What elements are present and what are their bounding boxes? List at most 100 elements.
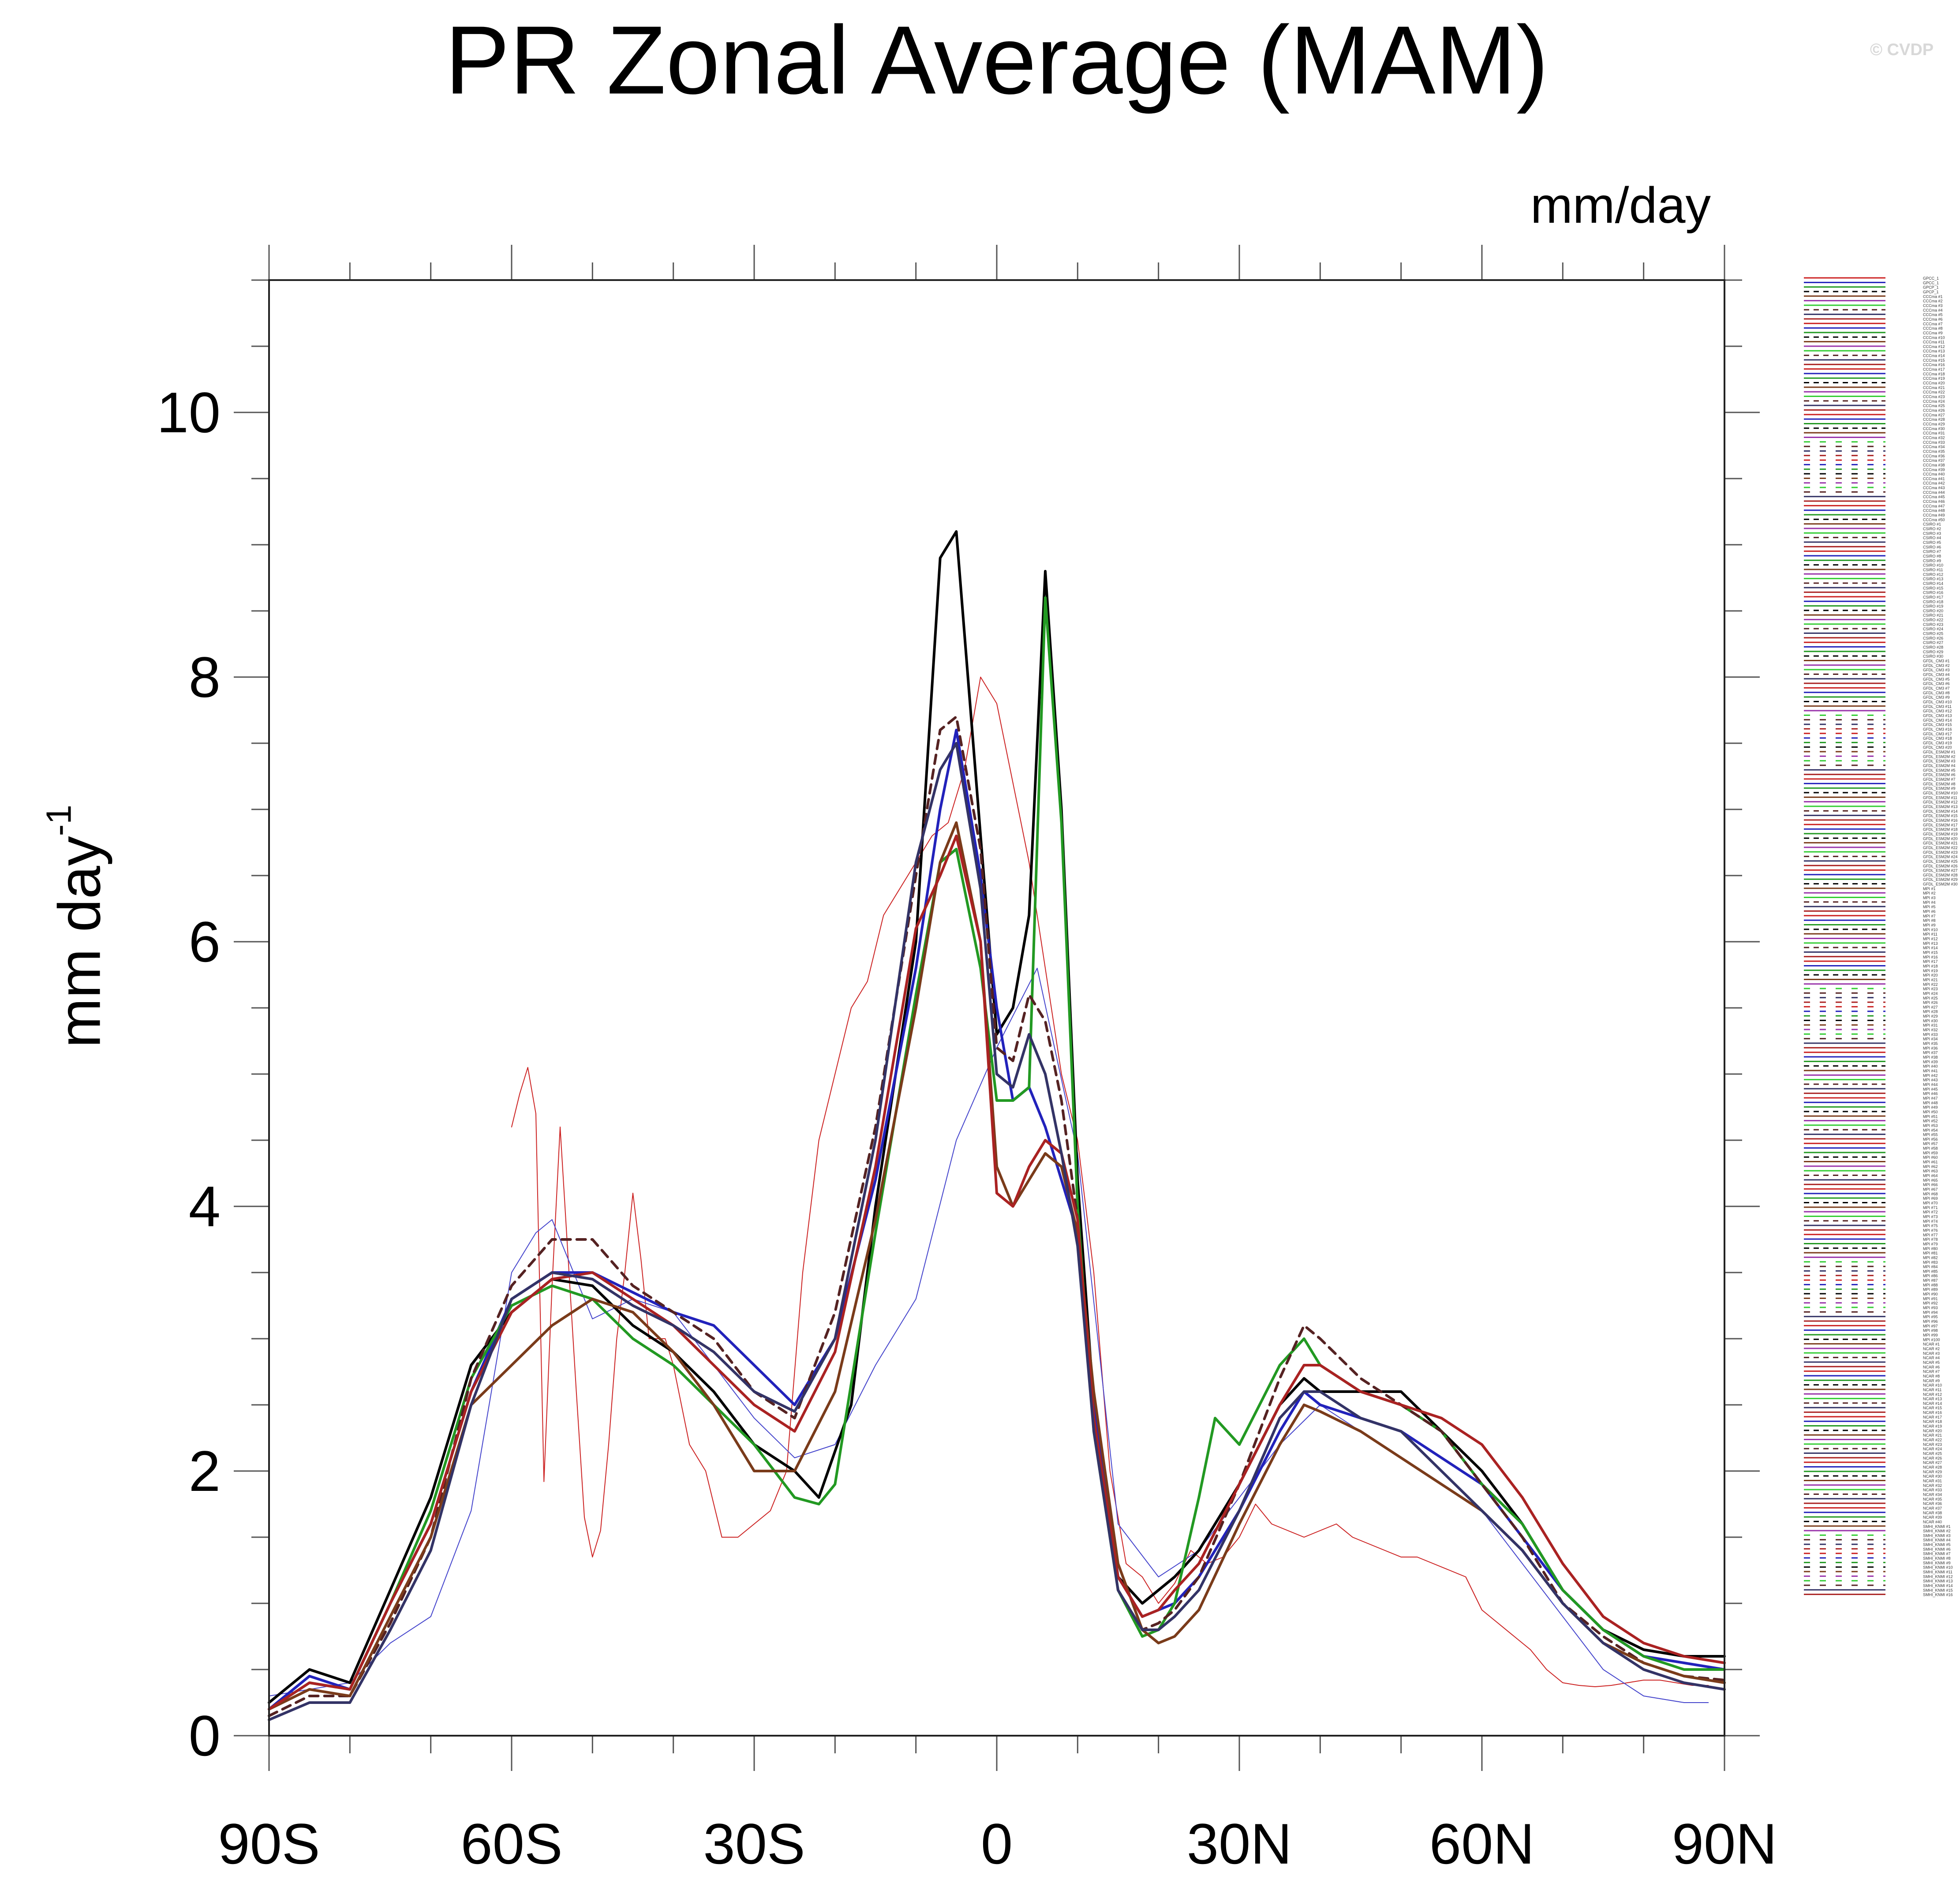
legend-label: CCCma #7 — [1923, 322, 1943, 326]
legend-label: CSIRO #7 — [1923, 550, 1941, 554]
series-line-3 — [268, 729, 1726, 1711]
legend-label: GFDL_ESM2M #9 — [1923, 786, 1956, 791]
legend-label: MPI #83 — [1923, 1260, 1938, 1265]
legend-label: SMHI_KNMI #1 — [1923, 1524, 1951, 1529]
legend-label: CCCma #27 — [1923, 413, 1945, 417]
legend-label: NCAR #21 — [1923, 1433, 1942, 1438]
legend-label: MPI #33 — [1923, 1032, 1938, 1037]
legend-label: MPI #1 — [1923, 887, 1936, 891]
legend-label: MPI #96 — [1923, 1319, 1938, 1324]
legend-label: GFDL_CM3 #5 — [1923, 677, 1950, 681]
legend-label: MPI #67 — [1923, 1187, 1938, 1192]
legend-label: NCAR #40 — [1923, 1520, 1942, 1524]
legend-label: CSIRO #28 — [1923, 645, 1943, 650]
legend-label: MPI #28 — [1923, 1010, 1938, 1014]
legend-label: MPI #77 — [1923, 1233, 1938, 1237]
x-tick-label: 90N — [1672, 1812, 1777, 1876]
legend-label: NCAR #25 — [1923, 1452, 1942, 1456]
legend-label: NCAR #34 — [1923, 1492, 1942, 1497]
legend-label: CSIRO #23 — [1923, 622, 1943, 627]
x-tick-label: 90S — [218, 1812, 320, 1876]
copyright-watermark: © CVDP — [1870, 41, 1934, 59]
legend-label: NCAR #11 — [1923, 1388, 1941, 1392]
legend-label: SMHI_KNMI #9 — [1923, 1561, 1951, 1565]
legend-label: MPI #98 — [1923, 1329, 1938, 1333]
legend-label: MPI #42 — [1923, 1073, 1938, 1078]
legend-label: MPI #25 — [1923, 996, 1938, 1000]
legend-label: MPI #43 — [1923, 1078, 1938, 1082]
legend-label: CCCma #24 — [1923, 399, 1945, 404]
legend-label: GFDL_ESM2M #29 — [1923, 877, 1958, 882]
legend-label: NCAR #26 — [1923, 1456, 1942, 1460]
legend-label: GFDL_ESM2M #26 — [1923, 864, 1958, 868]
legend-label: GFDL_ESM2M #18 — [1923, 827, 1958, 832]
legend-label: MPI #86 — [1923, 1274, 1938, 1278]
legend-label: SMHI_KNMI #10 — [1923, 1565, 1953, 1570]
legend-label: CCCma #34 — [1923, 445, 1945, 449]
legend-label: MPI #75 — [1923, 1224, 1938, 1228]
legend-label: CCCma #15 — [1923, 358, 1945, 363]
legend-label: GFDL_ESM2M #21 — [1923, 841, 1958, 846]
legend-label: GFDL_ESM2M #4 — [1923, 764, 1956, 768]
legend-label: GFDL_ESM2M #10 — [1923, 791, 1958, 795]
legend-label: NCAR #24 — [1923, 1447, 1942, 1451]
legend-label: GFDL_CM3 #17 — [1923, 732, 1952, 736]
legend-label: GFDL_CM3 #20 — [1923, 745, 1952, 750]
x-tick-label: 60S — [460, 1812, 562, 1876]
legend-label: GFDL_ESM2M #8 — [1923, 782, 1956, 786]
legend-label: NCAR #15 — [1923, 1406, 1942, 1410]
legend-label: GPCC_1 — [1923, 276, 1939, 281]
legend-label: MPI #91 — [1923, 1296, 1938, 1301]
legend-label: NCAR #13 — [1923, 1397, 1942, 1401]
legend-label: GFDL_CM3 #13 — [1923, 713, 1952, 718]
legend-label: CCCma #32 — [1923, 435, 1945, 440]
series-line-7 — [268, 835, 1726, 1711]
legend-label: CCCma #12 — [1923, 344, 1945, 349]
legend-label: MPI #22 — [1923, 982, 1938, 987]
legend-label: CCCma #3 — [1923, 303, 1943, 308]
legend-label: CCCma #42 — [1923, 481, 1945, 486]
legend-label: NCAR #1 — [1923, 1342, 1940, 1347]
legend-label: CSIRO #25 — [1923, 632, 1943, 636]
legend-label: NCAR #4 — [1923, 1356, 1940, 1360]
chart-title: PR Zonal Average (MAM) — [445, 6, 1549, 114]
legend-label: GFDL_CM3 #19 — [1923, 741, 1952, 745]
legend-label: MPI #17 — [1923, 959, 1938, 964]
legend-label: MPI #37 — [1923, 1051, 1938, 1055]
legend-label: SMHI_KNMI #2 — [1923, 1529, 1951, 1533]
legend-label: CSIRO #30 — [1923, 654, 1943, 659]
plot-frame-rect — [268, 279, 1725, 1737]
legend-label: SMHI_KNMI #5 — [1923, 1542, 1951, 1547]
legend-label: GFDL_CM3 #4 — [1923, 673, 1950, 677]
legend-label: NCAR #14 — [1923, 1401, 1942, 1406]
legend-label: SMHI_KNMI #8 — [1923, 1556, 1951, 1561]
legend-label: MPI #66 — [1923, 1183, 1938, 1187]
legend-label: MPI #87 — [1923, 1278, 1938, 1283]
legend-label: CCCma #4 — [1923, 308, 1943, 312]
legend-label: MPI #99 — [1923, 1333, 1938, 1337]
legend-label: NCAR #3 — [1923, 1351, 1940, 1355]
legend-label: CCCma #49 — [1923, 513, 1945, 517]
legend-label: NCAR #12 — [1923, 1392, 1942, 1396]
legend-label: GFDL_ESM2M #12 — [1923, 800, 1958, 805]
series-line-6 — [268, 821, 1726, 1711]
legend-label: CSIRO #11 — [1923, 568, 1943, 572]
legend-label: CCCma #33 — [1923, 440, 1945, 445]
legend-label: GFDL_ESM2M #25 — [1923, 859, 1958, 864]
legend-label: CCCma #8 — [1923, 326, 1943, 331]
legend-label: CCCma #45 — [1923, 495, 1945, 499]
legend-label: NCAR #16 — [1923, 1411, 1942, 1415]
legend-label: MPI #9 — [1923, 923, 1936, 928]
legend-label: SMHI_KNMI #13 — [1923, 1579, 1953, 1584]
legend-label: MPI #50 — [1923, 1110, 1938, 1114]
legend-label: CCCma #46 — [1923, 499, 1945, 504]
legend-label: MPI #27 — [1923, 1005, 1938, 1009]
legend-label: MPI #14 — [1923, 946, 1938, 950]
plot-frame — [268, 279, 1725, 1737]
legend-label: CCCma #44 — [1923, 490, 1945, 494]
legend-label: MPI #57 — [1923, 1142, 1938, 1146]
legend-label: CCCma #6 — [1923, 317, 1943, 322]
legend-label: MPI #76 — [1923, 1228, 1938, 1232]
legend-label: MPI #85 — [1923, 1269, 1938, 1273]
